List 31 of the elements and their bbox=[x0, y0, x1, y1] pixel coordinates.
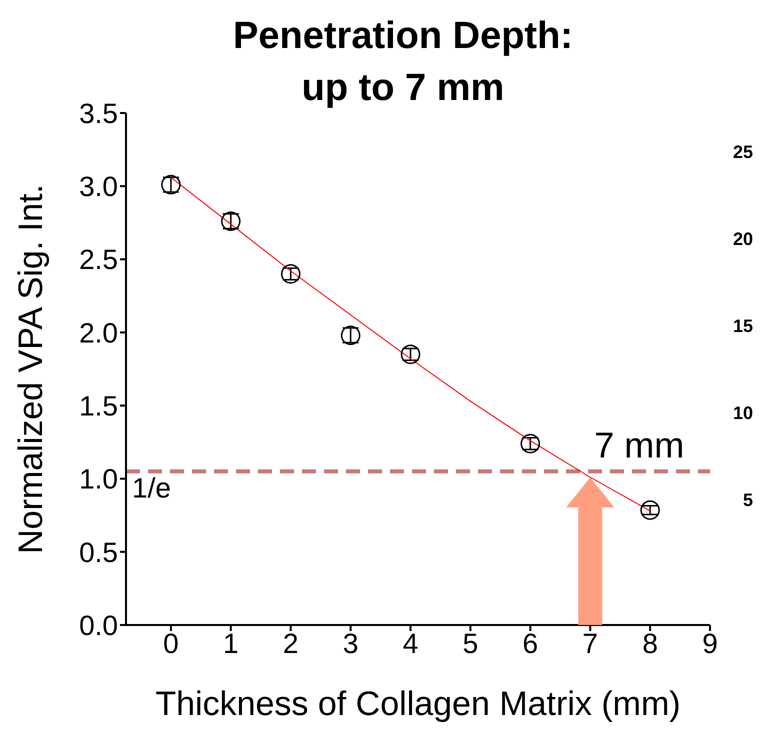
x-axis-title: Thickness of Collagen Matrix (mm) bbox=[155, 685, 681, 723]
y-tick-label: 1.5 bbox=[79, 390, 118, 422]
x-tick-label: 5 bbox=[462, 628, 478, 659]
x-tick-label: 8 bbox=[642, 628, 658, 659]
x-tick-label: 7 bbox=[582, 628, 598, 659]
y-tick-label: 3.5 bbox=[79, 98, 118, 129]
x-tick-label: 9 bbox=[702, 628, 718, 659]
y-tick-label: 1.0 bbox=[79, 464, 118, 495]
point bbox=[520, 434, 540, 454]
point bbox=[640, 500, 660, 520]
y-tick-label: 2.5 bbox=[79, 244, 118, 276]
x-tick-label: 0 bbox=[163, 628, 179, 659]
annotation: 7 mm bbox=[594, 424, 684, 466]
y-axis-title: Normalized VPA Sig. Int. bbox=[12, 184, 50, 554]
x-tick-label: 3 bbox=[342, 628, 358, 659]
chart-title: Penetration Depth: up to 7 mm bbox=[232, 14, 574, 111]
x-tick-label: 6 bbox=[522, 628, 538, 659]
x-tick-label: 1 bbox=[223, 628, 239, 659]
text: 15 bbox=[732, 316, 753, 336]
y-tick-label: 3.0 bbox=[79, 171, 118, 202]
y-tick-label: 0.5 bbox=[79, 536, 118, 568]
text: 5 bbox=[742, 490, 753, 510]
y-tick-label: 2.0 bbox=[79, 317, 118, 348]
text: 20 bbox=[732, 229, 753, 249]
text: 25 bbox=[732, 142, 753, 162]
point bbox=[400, 344, 420, 364]
ref-line-label: 1/e bbox=[132, 472, 171, 504]
text: 10 bbox=[732, 403, 753, 423]
x-tick-label: 4 bbox=[402, 628, 418, 659]
x-tick-label: 2 bbox=[282, 628, 299, 659]
y-tick-label: 0.0 bbox=[79, 610, 118, 641]
